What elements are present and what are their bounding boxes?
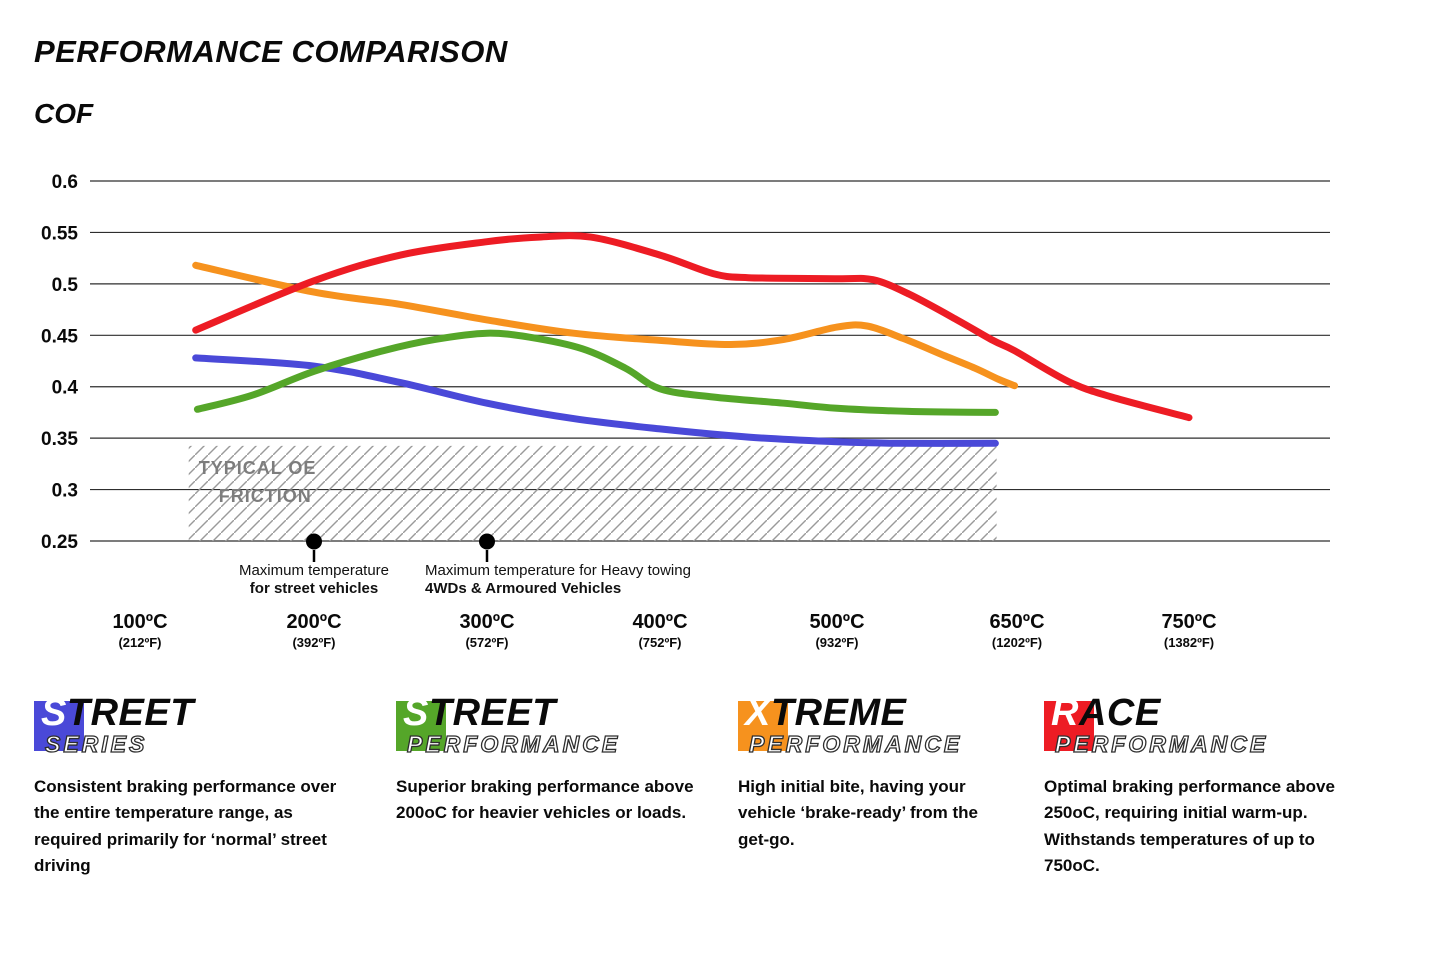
logo-word2: PERFORMANCE [406,730,621,757]
logo-word2: PERFORMANCE [1054,730,1269,757]
svg-text:400ºC: 400ºC [632,611,687,633]
logo-word2: PERFORMANCE [748,730,963,757]
svg-text:Maximum temperature for Heavy: Maximum temperature for Heavy towing [425,562,691,579]
svg-text:0.55: 0.55 [41,223,78,244]
logo-word1: RACE [1051,692,1161,734]
svg-text:(932ºF): (932ºF) [815,635,858,650]
legend-description: High initial bite, having your vehicle ‘… [738,777,978,849]
svg-text:500ºC: 500ºC [809,611,864,633]
svg-text:FRICTION: FRICTION [219,486,312,506]
legend-item-xtreme-performance: XTREME PERFORMANCE High initial bite, ha… [738,692,1010,849]
logo-word1: STREET [403,692,556,734]
y-axis-title: COF [34,98,94,129]
svg-text:650ºC: 650ºC [989,611,1044,633]
svg-text:(1202ºF): (1202ºF) [992,635,1042,650]
svg-text:for street vehicles: for street vehicles [250,580,378,597]
svg-text:750ºC: 750ºC [1161,611,1216,633]
svg-text:(572ºF): (572ºF) [465,635,508,650]
y-axis-tick-labels: 0.6 0.55 0.5 0.45 0.4 0.35 0.3 0.25 [41,172,78,553]
series-line-xtreme-performance [192,261,1019,390]
logo-word2: SERIES [44,730,148,757]
legend-item-street-series: STREET SERIES Consistent braking perform… [34,692,364,875]
svg-text:0.25: 0.25 [41,532,78,553]
svg-text:300ºC: 300ºC [459,611,514,633]
svg-text:200ºC: 200ºC [286,611,341,633]
svg-text:(392ºF): (392ºF) [292,635,335,650]
page-title: PERFORMANCE COMPARISON [34,34,508,69]
legend-description: Superior braking performance above 200oC… [396,777,694,823]
legend-item-race-performance: RACE PERFORMANCE Optimal braking perform… [1044,692,1374,875]
svg-text:0.6: 0.6 [52,172,78,193]
typical-oe-friction-band [188,445,997,542]
svg-text:4WDs & Armoured Vehicles: 4WDs & Armoured Vehicles [425,580,621,597]
svg-text:100ºC: 100ºC [112,611,167,633]
svg-text:(752ºF): (752ºF) [638,635,681,650]
legend-description: Consistent braking performance over the … [34,777,337,876]
typical-oe-friction-label: TYPICAL OE FRICTION [199,458,317,506]
logo-color-box [738,701,788,751]
svg-text:0.35: 0.35 [41,429,78,450]
max-temperature-annotation-300c: Maximum temperature for Heavy towing4WDs… [425,533,691,597]
street-performance-logo: STREET PERFORMANCE [396,692,716,764]
logo-word1: STREET [41,692,194,734]
logo-color-box [1044,701,1094,751]
xtreme-performance-logo: XTREME PERFORMANCE [738,692,1010,764]
series-line-race-performance [192,232,1193,422]
svg-text:Maximum temperature: Maximum temperature [239,562,389,579]
series-line-street-series [192,354,999,447]
svg-text:(212ºF): (212ºF) [118,635,161,650]
logo-color-box [34,701,84,751]
performance-chart: 0.6 0.55 0.5 0.45 0.4 0.35 0.3 0.25 TYPICAL OE FR… [41,172,1330,650]
svg-text:0.4: 0.4 [52,378,79,399]
race-performance-logo: RACE PERFORMANCE [1044,692,1374,764]
logo-word1: XTREME [745,692,907,734]
svg-text:0.5: 0.5 [52,275,79,296]
legend-description: Optimal braking performance above 250oC,… [1044,777,1335,876]
street-series-logo: STREET SERIES [34,692,364,764]
svg-text:(1382ºF): (1382ºF) [1164,635,1214,650]
x-axis-labels: 100ºC (212ºF) 200ºC (392ºF) 300ºC (572ºF) 400º… [112,611,1216,650]
logo-color-box [396,701,446,751]
marker-dot-icon [306,533,322,550]
legend-item-street-performance: STREET PERFORMANCE Superior braking perf… [396,692,716,822]
svg-text:TYPICAL OE: TYPICAL OE [199,458,317,478]
svg-text:0.3: 0.3 [52,481,78,502]
svg-text:0.45: 0.45 [41,326,78,347]
marker-dot-icon [479,533,495,550]
series-line-street-performance [193,329,999,416]
